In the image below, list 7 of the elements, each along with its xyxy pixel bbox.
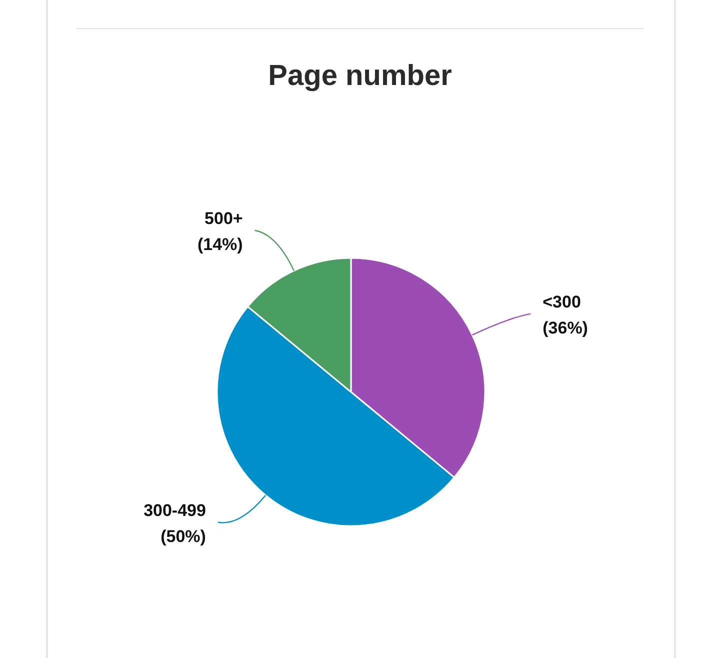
chart-title: Page number [267,60,453,93]
data-label: (14%) [197,235,243,254]
data-label: (36%) [542,318,588,338]
data-label: (50%) [160,526,206,546]
slice-label: <300 [542,292,581,312]
slice-label: 300-499 [144,500,206,520]
slice-label: 500+ [204,209,243,228]
